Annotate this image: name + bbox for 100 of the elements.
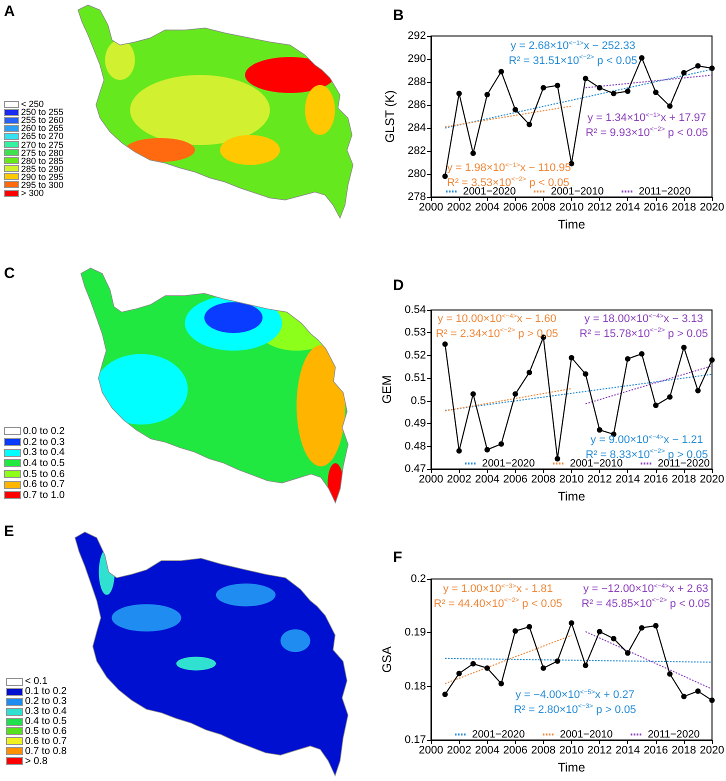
point	[442, 174, 448, 180]
x-tick-label: 2004	[474, 474, 500, 486]
point	[695, 63, 701, 69]
point	[554, 658, 560, 664]
legend-label: 2001−2020	[472, 728, 526, 740]
point	[653, 90, 659, 96]
point	[526, 370, 532, 376]
point	[709, 698, 715, 704]
legend-label: 2011−2020	[648, 728, 700, 740]
point	[624, 356, 630, 362]
category-label: < 250	[21, 99, 44, 110]
point	[639, 351, 644, 357]
point	[610, 90, 616, 96]
y-tick-label: 0.18	[404, 680, 426, 692]
x-axis-title: Time	[558, 489, 586, 504]
x-tick-label: 2008	[531, 202, 556, 214]
category-label: 275 to 280	[21, 148, 64, 158]
x-tick-label: 2012	[587, 202, 612, 214]
text: E	[4, 523, 14, 540]
point	[456, 90, 462, 96]
chart-title: D	[393, 277, 404, 294]
y-axis-title: GLST (K)	[383, 90, 398, 143]
category-label: 0.7 to 0.8	[25, 746, 67, 757]
annotation: y = 1.34×10$^{<−1>}$x + 17.97 R² = 9.93×10$^{<−2>}$ p < 0.05	[586, 112, 708, 140]
x-tick-label: 2014	[615, 202, 640, 214]
text: y = −4.00×10$^{<−5>}$x + 0.27 R² = 2.80×10$^{<−3>}$ p > 0.05	[514, 688, 636, 716]
x-tick-label: 2018	[672, 474, 696, 486]
y-tick-label: 0.5	[410, 394, 426, 407]
point	[582, 76, 588, 82]
x-tick-label: 2014	[615, 744, 640, 756]
x-tick-label: 2016	[644, 202, 668, 214]
point	[681, 70, 687, 76]
category-label: 285 to 290	[21, 164, 64, 174]
text: y = −12.00×10$^{<−4>}$x + 2.63 R² = 45.85×10$^{<−2>}$ p < 0.05	[582, 582, 710, 610]
point	[470, 661, 476, 667]
legend-label: 2001−2010	[550, 186, 604, 198]
x-tick-label: 2008	[531, 474, 556, 486]
x-tick-label: 2020	[700, 202, 724, 214]
y-tick-label: 280	[408, 168, 426, 180]
point	[667, 671, 673, 677]
y-tick-label: 290	[408, 53, 426, 65]
x-tick-label: 2014	[615, 474, 640, 486]
category-label: 0.4 to 0.5	[25, 716, 67, 728]
point	[681, 694, 687, 700]
point	[498, 680, 504, 686]
x-tick-label: 2016	[644, 474, 668, 486]
category-label: 255 to 260	[21, 115, 64, 126]
x-tick-label: 2004	[474, 202, 500, 214]
point	[456, 448, 462, 454]
category-label: 290 to 295	[21, 172, 64, 182]
y-tick-label: 0.53	[404, 326, 426, 339]
point	[442, 692, 448, 698]
category-label: 0.0 to 0.2	[23, 426, 65, 437]
point	[610, 636, 616, 642]
legend-label: 2001−2010	[560, 728, 613, 740]
y-tick-label: 278	[408, 191, 426, 203]
text: C	[4, 265, 15, 282]
x-axis-title: Time	[558, 760, 586, 774]
y-axis-title: GSA	[380, 646, 394, 673]
text: y = 18.00×10$^{<−4>}$x − 3.13 R² = 15.78×10$^{<−2>}$ p > 0.05	[580, 312, 708, 340]
x-tick-label: 2000	[418, 744, 444, 756]
x-tick-label: 2018	[672, 202, 696, 214]
category-label: > 300	[21, 188, 44, 198]
point	[681, 344, 687, 350]
point	[470, 150, 476, 156]
x-tick-label: 2020	[700, 744, 724, 756]
y-axis-title: GEM	[380, 375, 394, 404]
text: y = 9.00×10$^{<−4>}$x − 1.21 R² = 8.33×10$^{<−2>}$ p > 0.05	[586, 434, 708, 460]
point	[540, 665, 546, 671]
category-label: 0.5 to 0.6	[25, 726, 67, 737]
point	[526, 624, 532, 630]
x-tick-label: 2020	[700, 474, 724, 486]
point	[512, 391, 518, 397]
x-tick-label: 2006	[503, 474, 528, 486]
x-tick-label: 2002	[446, 474, 472, 486]
x-axis-title: Time	[558, 217, 586, 232]
text: A	[4, 3, 15, 20]
y-tick-label: 0.19	[404, 626, 426, 639]
point	[512, 106, 518, 112]
category-label: 270 to 275	[21, 140, 64, 150]
y-tick-label: 0.54	[404, 304, 426, 316]
x-tick-label: 2010	[559, 744, 584, 756]
point	[568, 620, 574, 626]
point	[653, 622, 659, 628]
chart-title: B	[393, 7, 404, 24]
point	[709, 357, 715, 363]
annotation: y = 2.68×10$^{<−1>}$x − 252.33 R² = 31.51×10$^{<−2>}$ p < 0.05	[508, 40, 638, 68]
chart-title: F	[393, 549, 402, 566]
category-label: 0.1 to 0.2	[25, 686, 67, 698]
category-label: > 0.8	[25, 756, 48, 767]
legend-label: 2011−2020	[658, 458, 710, 470]
y-tick-label: 282	[408, 145, 426, 157]
point	[596, 85, 602, 90]
y-tick-label: 0.2	[410, 573, 426, 585]
x-tick-label: 2000	[418, 202, 444, 214]
x-tick-label: 2006	[503, 744, 528, 756]
category-label: 250 to 255	[21, 107, 64, 118]
point	[639, 625, 644, 631]
point	[695, 688, 701, 694]
point	[596, 628, 602, 634]
